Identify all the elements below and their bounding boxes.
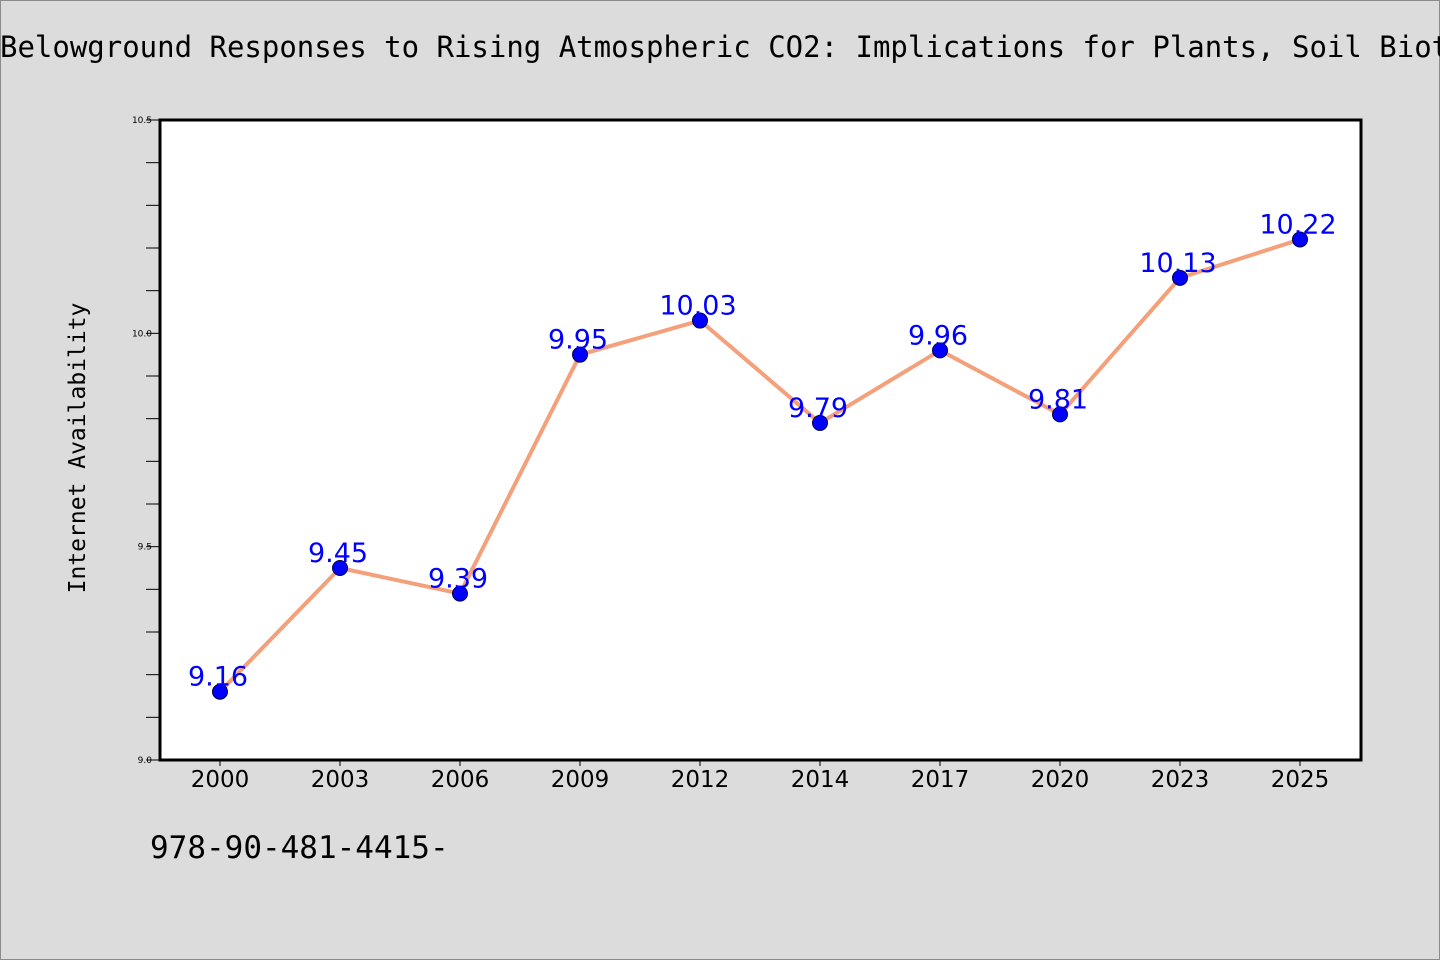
x-tick-label: 2017 [911,767,970,793]
y-tick-label: 9.5 [138,543,152,553]
data-point [1292,231,1308,248]
footer-code: 978-90-481-4415- [150,830,449,866]
data-point [1172,269,1188,286]
data-label: 10.03 [659,291,736,322]
y-axis: 9.0 9.5 10.0 10.5 [132,116,160,766]
y-tick-label: 10.0 [132,329,152,339]
data-label: 9.16 [188,662,248,693]
data-point [572,346,588,363]
x-tick-label: 2023 [1151,767,1210,793]
data-point [332,560,348,576]
x-tick-label: 2025 [1271,767,1330,793]
data-label: 10.22 [1259,209,1336,240]
data-labels: 9.16 9.45 9.39 9.95 10.03 9.79 9.96 9.81 10.13 10… [188,209,1337,692]
data-points [212,231,1308,700]
y-tick-label: 10.5 [132,116,152,126]
plot-area [158,118,1363,762]
data-label: 9.39 [428,564,488,595]
series-line [218,237,1301,694]
data-label: 9.79 [788,393,848,424]
x-tick-label: 2012 [671,767,730,793]
data-point [212,683,228,700]
y-tick-label: 9.0 [138,756,153,766]
data-point [692,312,708,329]
data-label: 9.45 [308,538,368,569]
x-tick-label: 2000 [191,767,250,793]
x-tick-label: 2006 [431,767,490,793]
data-label: 9.81 [1028,384,1088,415]
x-tick-label: 2014 [791,767,850,793]
x-tick-label: 2009 [551,767,610,793]
data-label: 9.96 [908,320,968,351]
data-point [452,585,468,602]
data-label: 10.13 [1139,248,1216,279]
x-tick-label: 2003 [311,767,370,793]
data-point [932,342,948,359]
y-axis-label: Internet Availability [65,303,91,594]
chart-title: Belowground Responses to Rising Atmosphe… [0,30,1440,64]
data-point [812,414,828,431]
data-point [1052,406,1068,423]
x-tick-label: 2020 [1031,767,1090,793]
x-axis: 2000 2003 2006 2009 2012 2014 2017 2020 2023 2025 [191,760,1330,793]
data-label: 9.95 [548,325,608,356]
